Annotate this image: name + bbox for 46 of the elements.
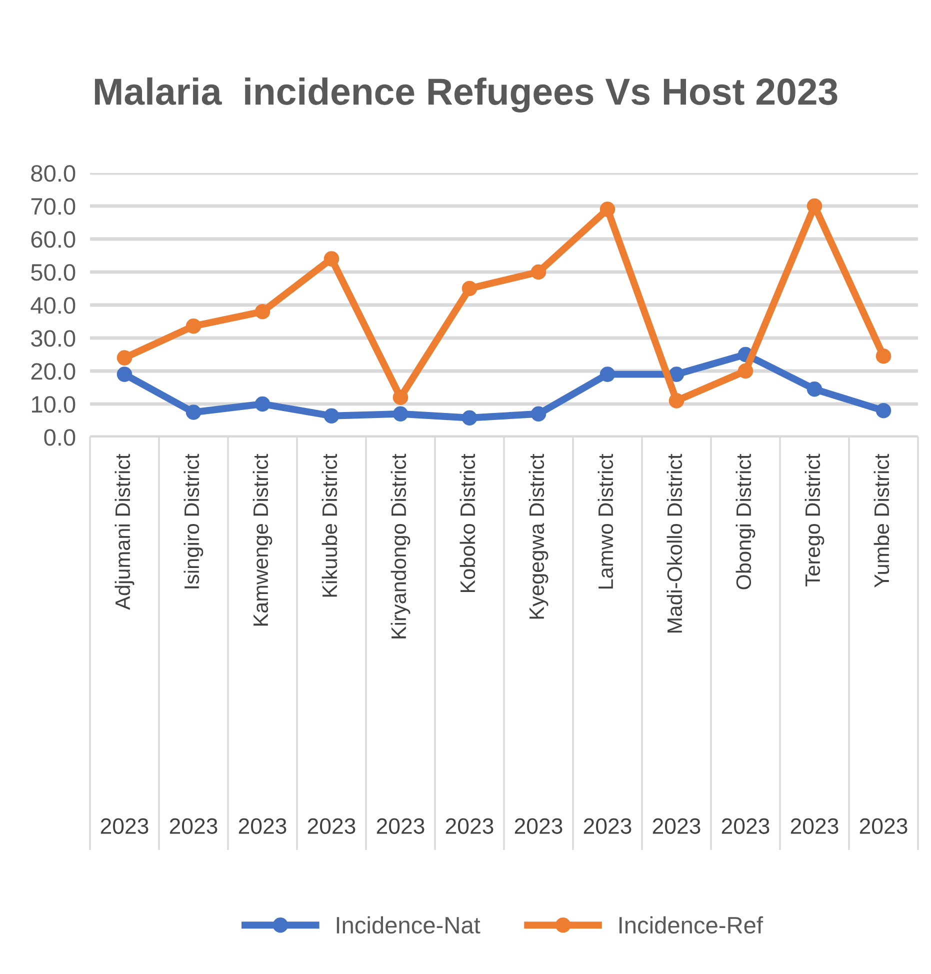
point bbox=[324, 251, 340, 266]
point bbox=[530, 406, 546, 422]
point bbox=[392, 390, 408, 406]
point bbox=[462, 280, 478, 296]
point bbox=[324, 408, 340, 424]
point bbox=[668, 366, 684, 382]
point bbox=[186, 318, 202, 334]
category-label: Madi-Okollo District 2023 bbox=[652, 454, 700, 834]
category-label: Koboko District 2023 bbox=[446, 454, 494, 834]
point bbox=[116, 350, 132, 366]
category-label: Terego District 2023 bbox=[790, 454, 838, 834]
point bbox=[738, 363, 754, 379]
point bbox=[668, 393, 684, 408]
y-tick-label: 80.0 bbox=[31, 165, 76, 182]
category-label: Isingiro District 2023 bbox=[170, 454, 218, 834]
category-label: Adjumani District 2023 bbox=[100, 454, 148, 834]
chart-title: Malaria incidence Refugees Vs Host 2023 bbox=[94, 77, 838, 113]
y-tick-label: 40.0 bbox=[30, 297, 76, 314]
y-tick-label: 50.0 bbox=[31, 264, 76, 281]
point bbox=[876, 402, 892, 418]
point bbox=[254, 396, 270, 412]
category-label: Kyegegwa District 2023 bbox=[514, 454, 562, 834]
category-label: Kamwenge District 2023 bbox=[238, 454, 286, 834]
point bbox=[392, 406, 408, 422]
point bbox=[530, 264, 546, 280]
point bbox=[806, 382, 822, 397]
point bbox=[462, 410, 478, 426]
point bbox=[600, 202, 616, 217]
legend-label: Incidence-Ref bbox=[620, 916, 764, 934]
point bbox=[600, 366, 616, 382]
y-tick-label: 0.0 bbox=[44, 429, 76, 446]
category-label: Lamwo District 2023 bbox=[584, 454, 632, 834]
point bbox=[186, 404, 202, 420]
category-label: Yumbe District 2023 bbox=[860, 454, 908, 834]
category-label: Kikuube District 2023 bbox=[308, 454, 356, 834]
y-tick-label: 70.0 bbox=[31, 198, 76, 215]
legend-label: Incidence-Nat bbox=[336, 916, 480, 934]
y-tick-label: 10.0 bbox=[32, 396, 76, 413]
category-label: Kiryandongo District 2023 bbox=[376, 454, 424, 834]
y-tick-label: 20.0 bbox=[31, 363, 76, 380]
point bbox=[876, 348, 892, 364]
point bbox=[254, 304, 270, 320]
y-tick-label: 60.0 bbox=[31, 231, 76, 248]
y-tick-label: 30.0 bbox=[31, 330, 76, 347]
category-label: Obongi District 2023 bbox=[722, 454, 770, 834]
point bbox=[116, 366, 132, 382]
